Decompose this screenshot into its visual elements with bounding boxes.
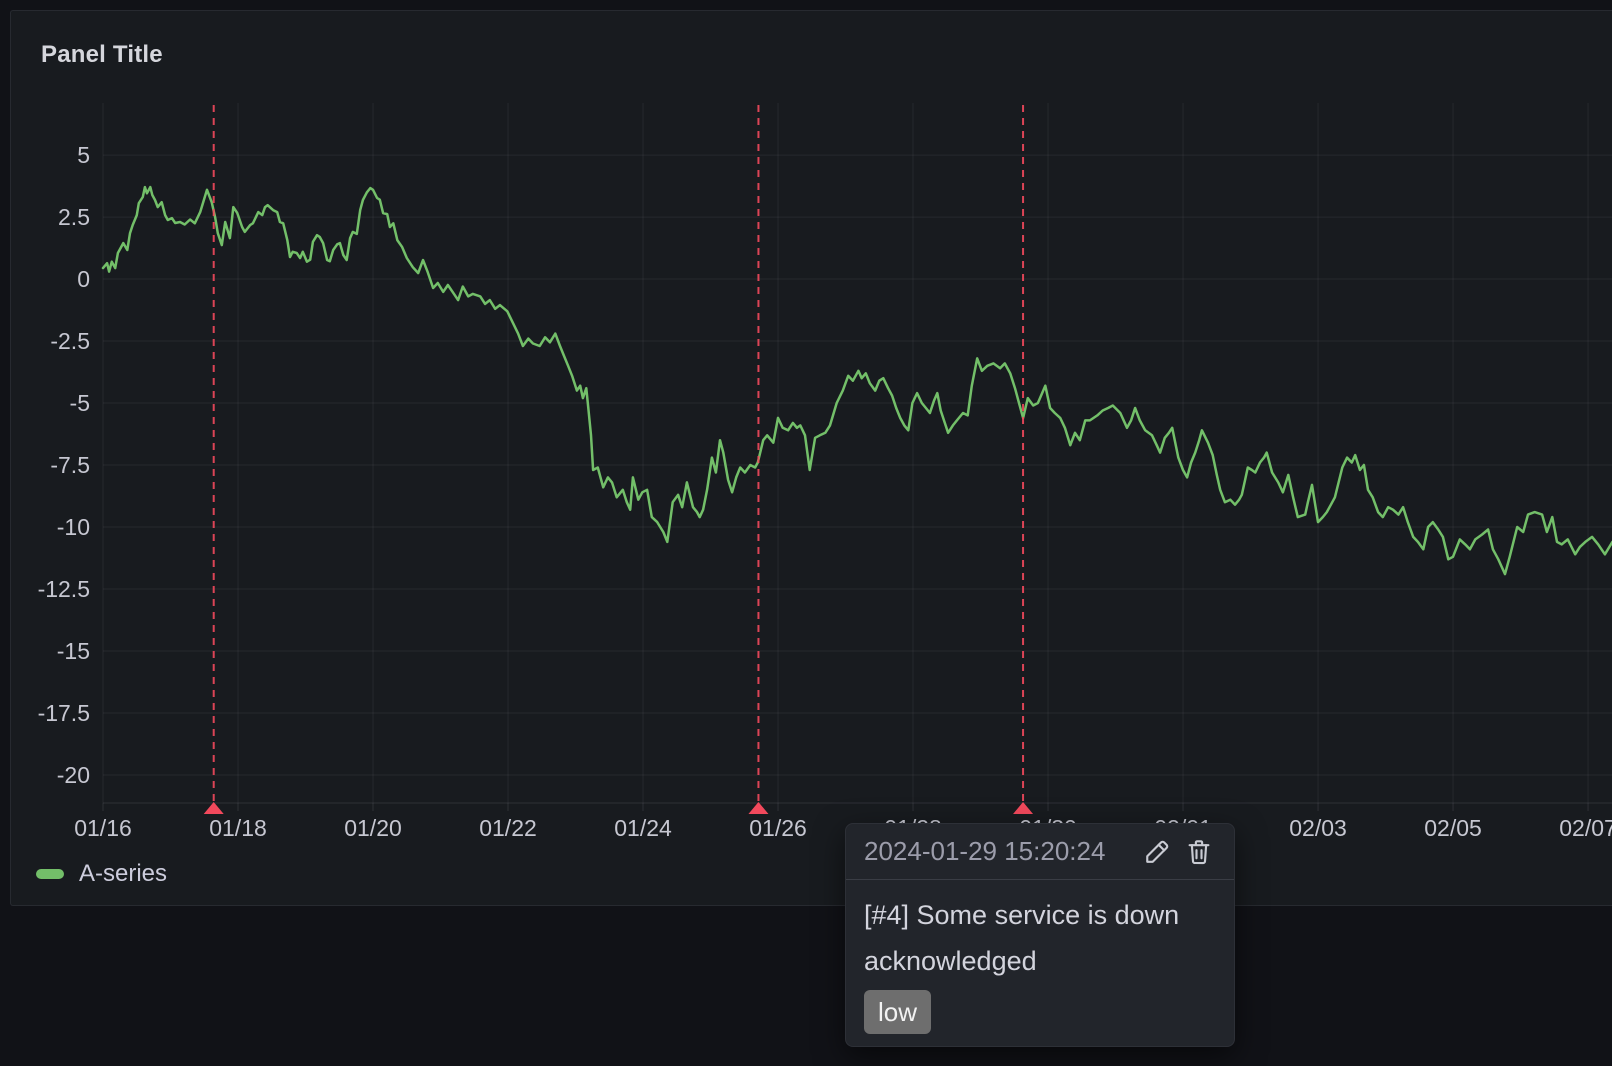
annotation-tooltip-body: [#4] Some service is down acknowledged l… xyxy=(846,880,1234,1048)
x-axis-tick-label: 01/18 xyxy=(209,815,267,841)
annotation-tooltip-header: 2024-01-29 15:20:24 xyxy=(846,824,1234,880)
annotation-text: [#4] Some service is down acknowledged xyxy=(864,900,1180,976)
panel-title: Panel Title xyxy=(41,41,163,68)
annotation-marker-triangle[interactable] xyxy=(1013,802,1034,814)
x-axis-tick-label: 02/05 xyxy=(1424,815,1482,841)
x-axis-tick-label: 01/22 xyxy=(479,815,537,841)
pencil-icon[interactable] xyxy=(1142,837,1172,867)
x-axis-tick-label: 01/24 xyxy=(614,815,672,841)
y-axis-tick-label: 0 xyxy=(77,266,90,292)
annotation-timestamp: 2024-01-29 15:20:24 xyxy=(864,836,1106,866)
x-axis-tick-label: 01/16 xyxy=(74,815,132,841)
y-axis-tick-label: -5 xyxy=(70,390,90,416)
series-legend-label[interactable]: A-series xyxy=(79,860,168,887)
annotation-marker-triangle[interactable] xyxy=(748,802,769,814)
x-axis-tick-label: 02/03 xyxy=(1289,815,1347,841)
series-line xyxy=(101,185,1612,576)
x-axis-tick-label: 01/26 xyxy=(749,815,807,841)
legend: A-series xyxy=(36,860,167,888)
y-axis-tick-label: -17.5 xyxy=(38,700,90,726)
y-axis-tick-label: -10 xyxy=(57,514,90,540)
trash-icon[interactable] xyxy=(1184,837,1214,867)
x-axis-tick-label: 01/20 xyxy=(344,815,402,841)
x-axis-tick-label: 02/07 xyxy=(1559,815,1612,841)
y-axis-tick-label: 5 xyxy=(77,142,90,168)
annotation-tag-badge: low xyxy=(864,990,932,1034)
annotation-actions xyxy=(1142,837,1214,867)
y-axis-tick-label: -7.5 xyxy=(50,452,90,478)
y-axis-tick-label: 2.5 xyxy=(58,204,90,230)
y-axis-tick-label: -15 xyxy=(57,638,90,664)
y-axis-tick-label: -2.5 xyxy=(50,328,90,354)
annotation-tooltip: 2024-01-29 15:20:24 [#4] Some service is… xyxy=(845,823,1235,1047)
y-axis-tick-label: -12.5 xyxy=(38,576,90,602)
annotation-marker-triangle[interactable] xyxy=(203,802,224,814)
y-axis-tick-label: -20 xyxy=(57,762,90,788)
series-color-marker[interactable] xyxy=(36,869,64,879)
